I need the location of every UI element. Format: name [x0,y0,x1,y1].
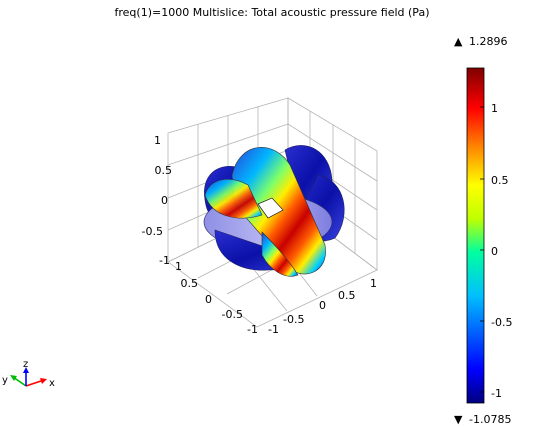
slice-strip-bottom [261,231,299,277]
x-tick-label: -0.5 [222,308,243,321]
triad-z-label: z [23,359,28,370]
y-tick-label: 0 [319,299,326,312]
z-tick-label: 0 [161,194,168,207]
z-tick-label: 0.5 [155,164,173,177]
multislice-surface [203,145,345,277]
colorbar-max-label: 1.2896 [469,35,508,48]
colorbar-tick-label: 1 [491,102,498,115]
colorbar-min-label: -1.0785 [469,413,511,426]
x-tick-label: 1 [175,260,182,273]
y-tick-label: -0.5 [283,313,304,326]
chart-title: freq(1)=1000 Multislice: Total acoustic … [115,6,430,19]
y-axis-ticks: -1 -0.5 0 0.5 1 [268,277,377,336]
colorbar-tick-label: -1 [491,387,502,400]
colorbar-gradient [466,67,485,404]
x-axis-ticks: 1 0.5 0 -0.5 -1 [175,260,258,336]
z-axis-ticks: 1 0.5 0 -0.5 -1 [142,134,172,267]
triad-y-label: y [2,375,8,386]
axis-triad: x y z [2,359,55,389]
colorbar-tick-label: 0 [491,245,498,258]
colorbar-tick-label: -0.5 [491,316,512,329]
triad-x-label: x [49,378,55,389]
y-tick-label: -1 [268,323,279,336]
x-tick-label: -1 [247,323,258,336]
z-tick-label: -1 [159,254,170,267]
colorbar-tick-label: 0.5 [491,174,509,187]
y-tick-label: 1 [370,277,377,290]
slice-petal-left [204,178,263,219]
colorbar-min-arrow: ▼ [454,413,463,426]
colorbar-max-arrow: ▲ [454,35,463,48]
x-tick-label: 0.5 [181,277,199,290]
z-tick-label: 1 [154,134,161,147]
y-tick-label: 0.5 [338,289,356,302]
slice-centre-hole [257,197,284,219]
z-tick-label: -0.5 [142,225,163,238]
x-tick-label: 0 [205,293,212,306]
colorbar: ▲ 1.2896 1 0.5 0 -0.5 -1 ▼ -1.0785 [454,35,512,426]
